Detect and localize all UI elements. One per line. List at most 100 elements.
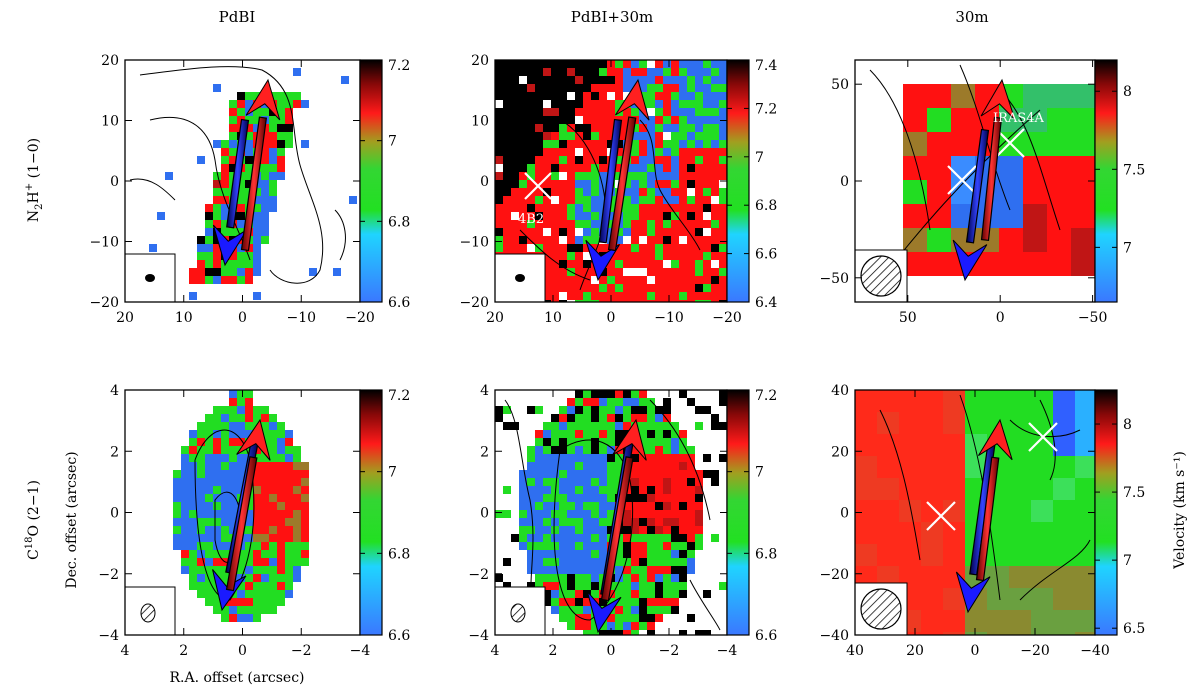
map-pixel <box>189 454 197 462</box>
map-pixel <box>679 390 687 398</box>
map-pixel <box>639 510 647 518</box>
map-pixel <box>599 422 607 430</box>
map-pixel <box>1031 544 1053 566</box>
map-pixel <box>237 108 245 116</box>
map-pixel <box>631 494 639 502</box>
map-pixel <box>567 164 575 172</box>
map-pixel <box>1075 632 1095 635</box>
map-pixel <box>687 236 695 244</box>
map-pixel <box>591 478 599 486</box>
map-pixel <box>575 582 583 590</box>
map-pixel <box>671 574 679 582</box>
map-pixel <box>261 558 269 566</box>
map-pixel <box>511 188 519 196</box>
map-pixel <box>679 526 687 534</box>
map-pixel <box>543 196 551 204</box>
map-pixel <box>647 598 655 606</box>
map-pixel <box>655 268 663 276</box>
map-pixel <box>647 140 655 148</box>
map-pixel <box>711 108 719 116</box>
map-pixel <box>679 140 687 148</box>
map-pixel <box>663 518 671 526</box>
x-tick-label: 10 <box>175 310 193 326</box>
map-pixel <box>575 180 583 188</box>
map-pixel <box>237 204 245 212</box>
map-pixel <box>261 180 269 188</box>
map-pixel <box>623 276 631 284</box>
map-pixel <box>639 526 647 534</box>
map-pixel <box>703 84 711 92</box>
map-pixel <box>671 204 679 212</box>
map-pixel <box>711 76 719 84</box>
map-pixel <box>229 108 237 116</box>
map-pixel <box>703 236 711 244</box>
map-pixel <box>591 582 599 590</box>
map-pixel <box>197 260 205 268</box>
map-pixel <box>599 188 607 196</box>
map-pixel <box>599 406 607 414</box>
map-pixel <box>639 614 647 622</box>
map-pixel <box>293 470 301 478</box>
map-pixel <box>671 228 679 236</box>
colorbar-tick-label: 6.5 <box>1123 621 1145 637</box>
map-pixel <box>711 100 719 108</box>
map-pixel <box>301 486 309 494</box>
map-pixel <box>711 534 719 542</box>
map-pixel <box>165 172 173 180</box>
map-pixel <box>535 188 543 196</box>
map-pixel <box>671 518 679 526</box>
map-pixel <box>519 140 527 148</box>
map-pixel <box>205 542 213 550</box>
map-pixel <box>253 510 261 518</box>
map-pixel <box>655 422 663 430</box>
map-pixel <box>671 220 679 228</box>
map-pixel <box>503 236 511 244</box>
map-pixel <box>511 132 519 140</box>
x-tick-label: 0 <box>607 643 616 659</box>
panel-content <box>125 390 360 635</box>
map-pixel <box>943 412 965 434</box>
map-pixel <box>253 526 261 534</box>
map-pixel <box>711 300 719 302</box>
map-pixel <box>503 164 511 172</box>
map-pixel <box>567 566 575 574</box>
map-pixel <box>671 510 679 518</box>
map-pixel <box>703 148 711 156</box>
map-pixel <box>495 236 503 244</box>
map-pixel <box>527 60 535 68</box>
map-pixel <box>237 550 245 558</box>
map-pixel <box>535 156 543 164</box>
map-pixel <box>671 550 679 558</box>
map-pixel <box>253 414 261 422</box>
map-pixel <box>671 422 679 430</box>
map-pixel <box>189 558 197 566</box>
map-pixel <box>559 614 567 622</box>
map-pixel <box>583 534 591 542</box>
map-pixel <box>663 196 671 204</box>
map-pixel <box>943 544 965 566</box>
map-pixel <box>639 534 647 542</box>
map-pixel <box>647 406 655 414</box>
x-tick-label: 0 <box>238 643 247 659</box>
map-pixel <box>575 534 583 542</box>
map-pixel <box>277 172 285 180</box>
map-pixel <box>229 598 237 606</box>
map-pixel <box>575 116 583 124</box>
map-pixel <box>639 558 647 566</box>
map-pixel <box>559 172 567 180</box>
y-tick-label: 4 <box>110 383 119 399</box>
map-pixel <box>663 100 671 108</box>
map-pixel <box>503 188 511 196</box>
map-pixel <box>245 132 253 140</box>
map-pixel <box>1047 132 1071 156</box>
map-pixel <box>559 558 567 566</box>
map-pixel <box>221 606 229 614</box>
map-pixel <box>221 406 229 414</box>
map-pixel <box>599 622 607 630</box>
map-pixel <box>655 284 663 292</box>
map-pixel <box>519 164 527 172</box>
map-pixel <box>647 244 655 252</box>
